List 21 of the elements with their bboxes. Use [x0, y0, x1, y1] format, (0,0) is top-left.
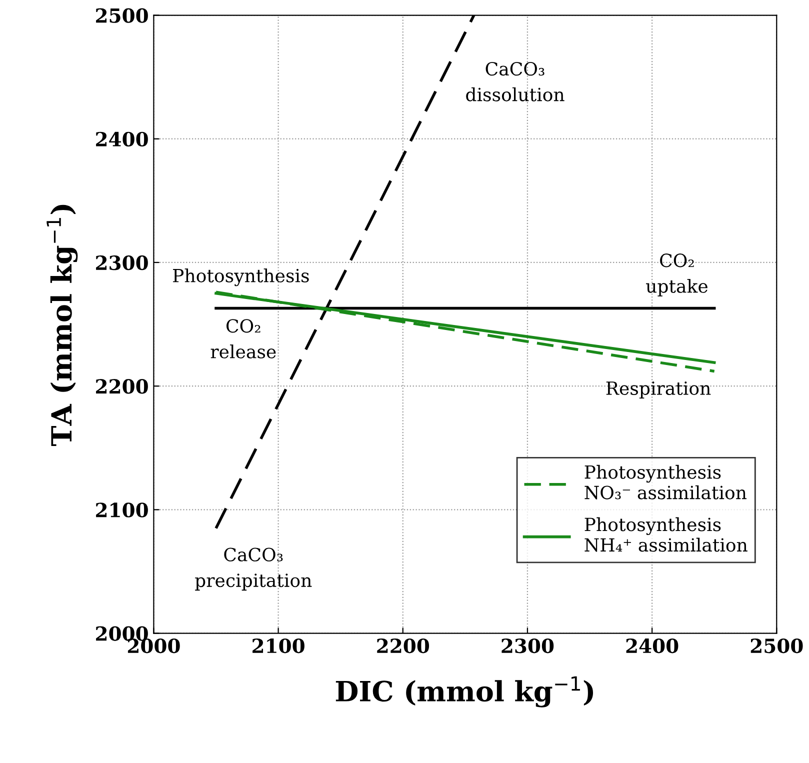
y-tick-label: 2200	[96, 379, 148, 394]
annotation: Respiration	[606, 381, 711, 399]
x-tick-label: 2400	[626, 638, 678, 654]
y-tick-label: 2500	[96, 8, 148, 23]
annotation: CO₂ release	[210, 319, 276, 358]
annotation: Photosynthesis	[173, 268, 309, 286]
x-axis-title: DIC (mmol kg$^{−1}$)	[336, 676, 594, 708]
annotation: CaCO₃ precipitation	[195, 548, 312, 591]
annotation: CO₂ uptake	[646, 254, 708, 296]
y-tick-label: 2100	[96, 502, 148, 518]
y-tick-label: 2400	[96, 132, 148, 147]
legend-label: Photosynthesis NH₄⁺ assimilation	[584, 517, 748, 552]
y-tick-label: 2000	[96, 626, 148, 641]
legend-label: Photosynthesis NO₃⁻ assimilation	[584, 464, 746, 500]
x-tick-label: 2200	[377, 638, 430, 654]
x-tick-label: 2500	[750, 638, 803, 654]
annotation: CaCO₃ dissolution	[466, 62, 564, 102]
y-axis-title: TA (mmol kg$^{−1}$)	[46, 204, 78, 446]
y-tick-label: 2300	[96, 255, 148, 270]
x-tick-label: 2100	[252, 638, 304, 654]
x-tick-label: 2300	[502, 638, 554, 654]
